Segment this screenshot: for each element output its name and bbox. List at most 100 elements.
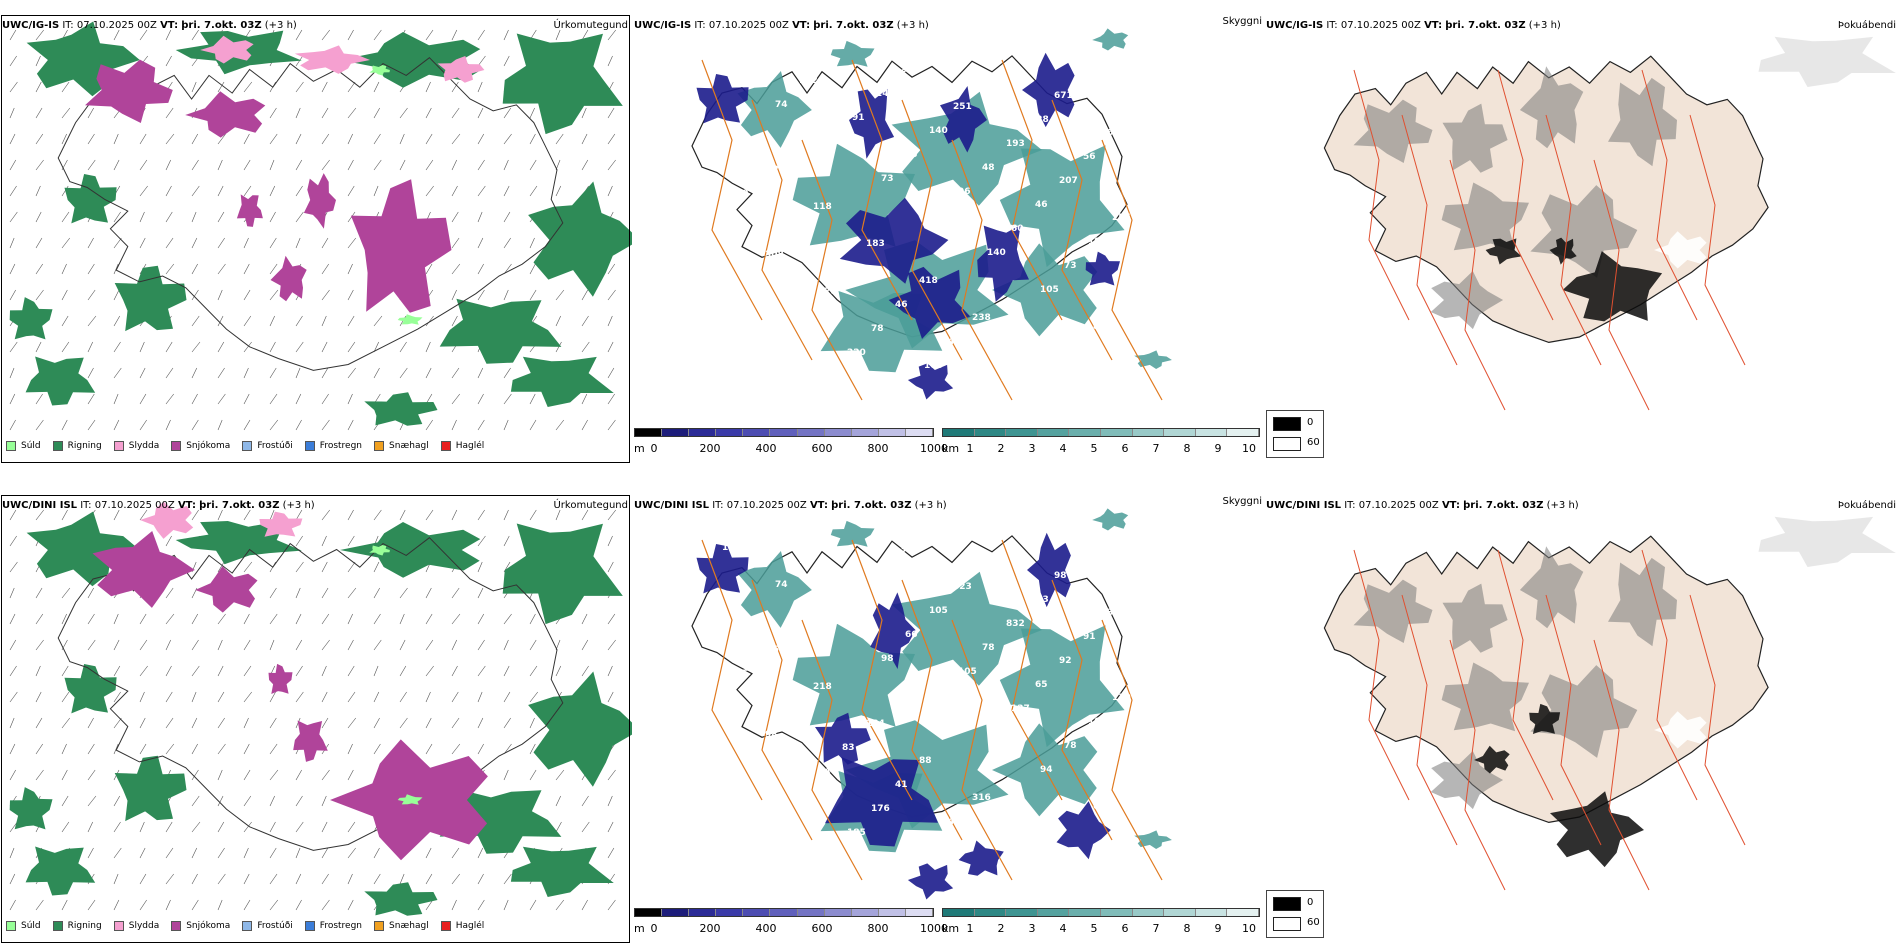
wind-barb — [191, 133, 199, 145]
legend-item: Haglél — [440, 441, 484, 451]
colorbar-tick: 800 — [867, 442, 889, 455]
wind-barb — [425, 159, 434, 171]
low-ceiling-area — [1022, 52, 1075, 128]
wind-barb — [9, 587, 15, 599]
wind-barb — [529, 133, 536, 145]
road — [1593, 639, 1650, 891]
wind-barb — [347, 769, 354, 781]
wind-barb — [321, 393, 329, 405]
wind-barb — [269, 237, 277, 249]
wind-barb — [9, 263, 16, 275]
ceiling-value-label: 73 — [1064, 261, 1077, 271]
wind-barb — [243, 185, 252, 197]
panel-title: UWC/DINI ISL IT: 07.10.2025 00Z VT: þri.… — [1266, 500, 1579, 511]
dense-fog-area — [1562, 251, 1663, 322]
wind-barb — [503, 367, 511, 379]
wind-barb — [35, 81, 42, 93]
wind-barb — [503, 419, 509, 431]
snow-area — [350, 179, 452, 313]
ceiling-value-label: 91 — [852, 113, 865, 123]
wind-barb — [321, 613, 330, 625]
wind-barb — [373, 665, 379, 677]
wind-barb — [451, 289, 457, 301]
wind-barb — [295, 81, 304, 93]
colorbar-block — [1037, 909, 1070, 916]
map-frame — [1, 15, 630, 463]
map-row-2: UWC/DINI ISL IT: 07.10.2025 00Z VT: þri.… — [0, 480, 1900, 950]
road — [1001, 59, 1063, 321]
rain-area — [510, 356, 614, 407]
wind-barb — [425, 613, 433, 625]
visibility-colorbar-blocks — [942, 908, 1260, 917]
colorbar-tick: 3 — [1028, 922, 1036, 935]
rain-area — [114, 265, 187, 332]
colorbar-block — [770, 429, 798, 436]
wind-barb — [139, 419, 147, 431]
wind-barb — [165, 665, 172, 677]
wind-barb — [529, 419, 537, 431]
wind-barb — [139, 821, 145, 833]
dense-fog-area — [1549, 237, 1577, 265]
wind-barb — [217, 341, 225, 353]
wind-barb — [113, 211, 121, 223]
wind-barb — [321, 315, 327, 327]
wind-barb — [373, 509, 382, 521]
ceiling-value-label: 105 — [924, 361, 943, 371]
legend-item: Snæhagl — [374, 441, 429, 451]
wind-barb — [269, 393, 278, 405]
wind-barb — [35, 107, 43, 119]
wind-barb — [87, 107, 94, 119]
fog-legend-label: 60 — [1307, 437, 1320, 448]
wind-barb — [139, 899, 147, 911]
visibility-colorbar: km 1 2 3 4 5 6 7 8 9 10 — [942, 902, 1262, 938]
wind-barb — [243, 691, 252, 703]
panel-variable-name: Þokuábendi — [1837, 20, 1896, 31]
wind-barb — [529, 107, 535, 119]
ceiling-value-label: 65 — [736, 669, 749, 679]
ceiling-value-label: 192 — [1117, 298, 1136, 308]
wind-barb — [243, 315, 252, 327]
snow-area — [268, 663, 293, 694]
wind-barb — [347, 639, 354, 651]
ceiling-value-label: 48 — [948, 817, 961, 827]
rain-area — [9, 787, 53, 830]
colorbar-block — [716, 909, 744, 916]
wind-barb — [477, 159, 485, 171]
wind-barb — [373, 613, 381, 625]
wind-barb — [503, 393, 512, 405]
wind-barb — [477, 587, 484, 599]
precip-type-panel: UWC/DINI ISL IT: 07.10.2025 00Z VT: þri.… — [0, 480, 632, 950]
wind-barb — [477, 847, 484, 859]
ceiling-value-label: 57 — [828, 137, 841, 147]
colorbar-block — [1195, 909, 1228, 916]
ceiling-colorbar-blocks — [634, 428, 934, 437]
legend-label: Slydda — [128, 441, 160, 451]
wind-barb — [581, 419, 588, 431]
wind-barb — [477, 289, 485, 301]
ceiling-value-label: 95 — [799, 556, 812, 566]
wind-barb — [295, 509, 303, 521]
wind-barb — [243, 561, 253, 573]
precip-type-panel: UWC/IG-IS IT: 07.10.2025 00Z VT: þri. 7.… — [0, 0, 632, 470]
colorbar-tick: 4 — [1059, 442, 1067, 455]
road — [701, 59, 763, 321]
wind-barb — [295, 55, 303, 67]
legend-label: Frostúði — [257, 441, 293, 451]
wind-barb — [607, 535, 613, 547]
wind-barb — [607, 107, 615, 119]
wind-barb — [399, 509, 406, 521]
wind-barb — [347, 341, 356, 353]
wind-barb — [451, 315, 458, 327]
wind-barb — [451, 367, 460, 379]
legend-label: Snæhagl — [389, 921, 429, 931]
wind-barb — [347, 613, 353, 625]
legend-item: Snjókoma — [171, 921, 230, 931]
colorbar-block — [851, 909, 879, 916]
colorbar-tick: 1000 — [920, 922, 948, 935]
wind-barb — [477, 743, 484, 755]
wind-barb — [139, 237, 146, 249]
ceiling-value-label: 107 — [794, 791, 813, 801]
wind-barb — [243, 263, 250, 275]
ceiling-value-label: 124 — [789, 706, 808, 716]
colorbar-tick: 6 — [1121, 442, 1129, 455]
